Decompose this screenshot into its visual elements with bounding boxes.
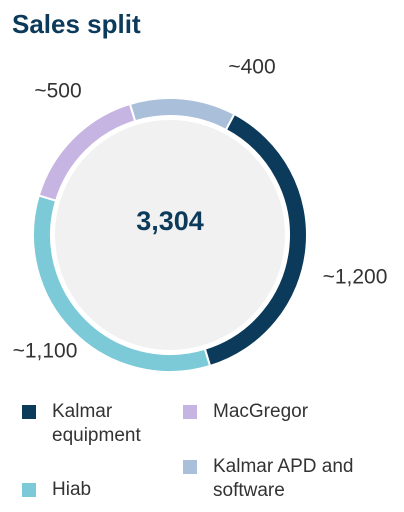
legend-item: MacGregor bbox=[183, 400, 398, 424]
legend-swatch bbox=[183, 405, 197, 419]
legend-label: Kalmar APD and software bbox=[213, 456, 354, 501]
legend-label: Hiab bbox=[52, 479, 92, 500]
legend-item: Kalmar equipment bbox=[22, 400, 182, 448]
chart-title: Sales split bbox=[12, 9, 141, 39]
donut-segment bbox=[128, 97, 236, 132]
data-label: ~1,100 bbox=[13, 340, 78, 363]
legend-swatch bbox=[22, 405, 36, 419]
center-disc bbox=[55, 120, 285, 350]
legend-item: Kalmar APD and software bbox=[183, 455, 398, 503]
legend-label: MacGregor bbox=[213, 401, 309, 422]
data-label: ~500 bbox=[34, 80, 81, 103]
legend-swatch bbox=[183, 460, 197, 474]
legend-item: Hiab bbox=[22, 478, 182, 502]
legend-label: Kalmar equipment bbox=[52, 401, 141, 446]
legend-swatch bbox=[22, 483, 36, 497]
data-label: ~1,200 bbox=[323, 266, 388, 289]
center-label: 3,304 bbox=[136, 206, 204, 236]
data-label: ~400 bbox=[228, 56, 275, 79]
